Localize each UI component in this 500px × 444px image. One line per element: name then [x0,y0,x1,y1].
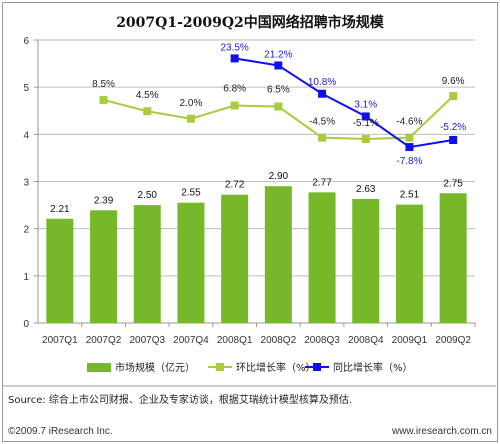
series-label: -5.1% [353,118,379,129]
legend: 市场规模（亿元） 环比增长率（%） 同比增长率（%） [87,361,413,374]
category-label: 2008Q1 [217,335,253,346]
bar-value-labels: 2.21 2.39 2.50 2.55 2.72 2.90 2.77 2.63 2.51 2.75 [50,171,463,215]
bar [221,194,249,323]
category-label: 2008Q3 [304,335,340,346]
series-label: 21.2% [264,49,292,60]
series-label: 23.5% [220,42,248,53]
series-marker [230,54,239,63]
series-label: 8.5% [92,79,115,90]
y-tick-label: 3 [23,178,29,189]
series-marker [99,95,108,104]
bar [308,192,336,323]
legend-qoq-label: 环比增长率（%） [236,361,316,374]
y-tick-label: 0 [23,319,29,330]
series-label: 6.5% [267,85,290,96]
series-label: 6.8% [223,84,246,95]
series-marker [274,102,283,111]
website: www.iresearch.com.cn [391,426,492,437]
bar [46,218,74,323]
series-marker [449,135,458,144]
series-label: -7.8% [396,156,422,167]
category-label: 2009Q1 [392,335,428,346]
bar [352,198,380,323]
series-marker [405,143,414,152]
bar-value-label: 2.39 [94,195,114,206]
bar-value-label: 2.72 [225,180,245,191]
series-label: 10.8% [308,77,336,88]
bar [90,210,118,323]
y-tick-label: 6 [23,36,29,47]
y-tick-label: 2 [23,225,29,236]
legend-yoy-marker [313,363,321,371]
series-label: 3.1% [354,99,377,110]
series-marker [230,101,239,110]
series-line [234,57,454,149]
bar-value-label: 2.50 [138,190,158,201]
bar [439,193,467,323]
category-label: 2008Q2 [261,335,297,346]
series-marker [449,92,458,101]
series-marker [186,114,195,123]
chart-title: 2007Q1-2009Q2中国网络招聘市场规模 [116,14,385,31]
series-marker [143,107,152,116]
series-label: 9.6% [442,76,465,87]
yoy-labels: 23.5% 21.2% 10.8% 3.1% -7.8% -5.2% [220,42,466,167]
category-label: 2008Q4 [348,335,384,346]
series-marker [318,89,327,98]
source-text: Source: 综合上市公司财报、企业及专家访谈，根据艾瑞统计模型核算及预估. [8,393,352,406]
bar-value-label: 2.21 [50,204,70,215]
series-marker [274,61,283,70]
bar [133,205,161,323]
category-label: 2007Q2 [86,335,122,346]
y-tick-label: 1 [23,272,29,283]
category-labels: 2007Q1 2007Q2 2007Q3 2007Q4 2008Q1 2008Q2 2008… [42,323,476,346]
y-tick-labels: 0 1 2 3 4 5 6 [23,36,29,330]
legend-bar-label: 市场规模（亿元） [115,361,195,374]
bar-value-label: 2.55 [181,188,201,199]
copyright: ©2009.7 iResearch Inc. [8,426,113,437]
bar-series [46,186,467,323]
bar-value-label: 2.77 [312,177,332,188]
bar [177,202,205,323]
legend-yoy-label: 同比增长率（%） [333,361,413,374]
legend-qoq-marker [216,363,224,371]
series-label: 2.0% [180,98,203,109]
yoy-series [230,54,458,152]
bar [395,204,423,323]
bar [264,186,292,323]
qoq-labels: 8.5% 4.5% 2.0% 6.8% 6.5% -4.5% -5.1% -4.6% 9.6% [92,76,465,129]
series-marker [318,133,327,142]
y-tick-label: 4 [23,130,29,141]
y-tick-label: 5 [23,83,29,94]
series-marker [361,135,370,144]
bar-value-label: 2.75 [443,178,463,189]
qoq-series [99,92,458,144]
category-label: 2009Q2 [435,335,471,346]
bar-value-label: 2.51 [400,190,420,201]
category-label: 2007Q3 [129,335,165,346]
series-label: -4.5% [309,117,335,128]
category-label: 2007Q1 [42,335,78,346]
bar-value-label: 2.90 [269,171,289,182]
legend-bar-swatch [87,363,111,372]
series-marker [361,112,370,121]
series-marker [405,133,414,142]
series-label: -5.2% [440,122,466,133]
series-label: -4.6% [396,117,422,128]
series-label: 4.5% [136,90,159,101]
category-label: 2007Q4 [173,335,209,346]
bar-value-label: 2.63 [356,184,376,195]
